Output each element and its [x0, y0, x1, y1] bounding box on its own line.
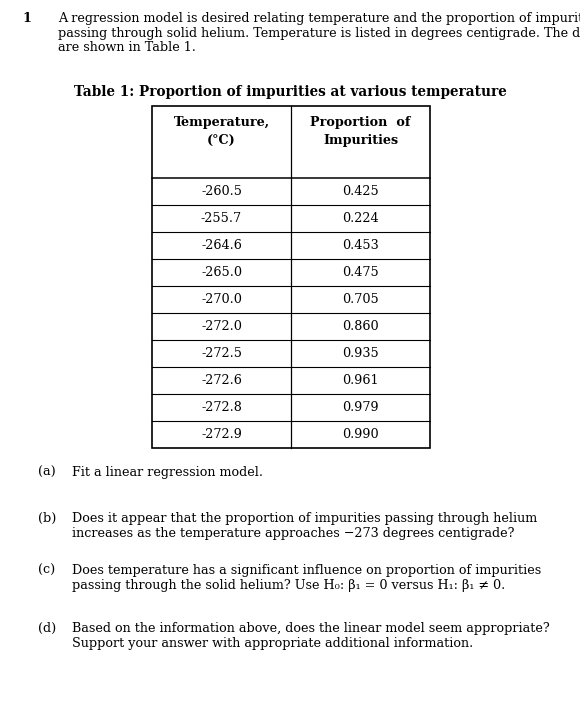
- Text: increases as the temperature approaches −273 degrees centigrade?: increases as the temperature approaches …: [72, 526, 514, 540]
- Text: Table 1: Proportion of impurities at various temperature: Table 1: Proportion of impurities at var…: [74, 85, 506, 99]
- Text: 0.475: 0.475: [342, 266, 379, 279]
- Text: A regression model is desired relating temperature and the proportion of impurit: A regression model is desired relating t…: [58, 12, 580, 25]
- Text: Does temperature has a significant influence on proportion of impurities: Does temperature has a significant influ…: [72, 564, 541, 577]
- Text: (b): (b): [38, 512, 56, 525]
- Text: -270.0: -270.0: [201, 293, 242, 306]
- Text: Temperature,: Temperature,: [173, 116, 270, 129]
- Text: 0.979: 0.979: [342, 401, 379, 414]
- Text: -272.8: -272.8: [201, 401, 242, 414]
- Text: 0.935: 0.935: [342, 347, 379, 360]
- Text: Fit a linear regression model.: Fit a linear regression model.: [72, 466, 263, 479]
- Text: 0.961: 0.961: [342, 374, 379, 387]
- Text: -264.6: -264.6: [201, 239, 242, 252]
- Text: 0.990: 0.990: [342, 428, 379, 441]
- Text: Proportion  of: Proportion of: [310, 116, 411, 129]
- Text: 0.705: 0.705: [342, 293, 379, 306]
- Text: -255.7: -255.7: [201, 212, 242, 225]
- Bar: [152, 106, 430, 448]
- Text: (d): (d): [38, 622, 56, 635]
- Text: are shown in Table 1.: are shown in Table 1.: [58, 41, 196, 54]
- Text: -272.6: -272.6: [201, 374, 242, 387]
- Text: passing through the solid helium? Use H₀: β₁ = 0 versus H₁: β₁ ≠ 0.: passing through the solid helium? Use H₀…: [72, 578, 505, 592]
- Text: -272.9: -272.9: [201, 428, 242, 441]
- Text: (c): (c): [38, 564, 55, 577]
- Text: -272.0: -272.0: [201, 320, 242, 333]
- Text: (°C): (°C): [207, 134, 236, 147]
- Text: 0.224: 0.224: [342, 212, 379, 225]
- Text: Does it appear that the proportion of impurities passing through helium: Does it appear that the proportion of im…: [72, 512, 537, 525]
- Text: 0.425: 0.425: [342, 185, 379, 198]
- Text: 0.860: 0.860: [342, 320, 379, 333]
- Text: Based on the information above, does the linear model seem appropriate?: Based on the information above, does the…: [72, 622, 550, 635]
- Text: -265.0: -265.0: [201, 266, 242, 279]
- Text: -260.5: -260.5: [201, 185, 242, 198]
- Text: 0.453: 0.453: [342, 239, 379, 252]
- Text: passing through solid helium. Temperature is listed in degrees centigrade. The d: passing through solid helium. Temperatur…: [58, 27, 580, 39]
- Text: Support your answer with appropriate additional information.: Support your answer with appropriate add…: [72, 637, 473, 649]
- Text: (a): (a): [38, 466, 56, 479]
- Text: Impurities: Impurities: [323, 134, 398, 147]
- Text: 1: 1: [22, 12, 31, 25]
- Text: -272.5: -272.5: [201, 347, 242, 360]
